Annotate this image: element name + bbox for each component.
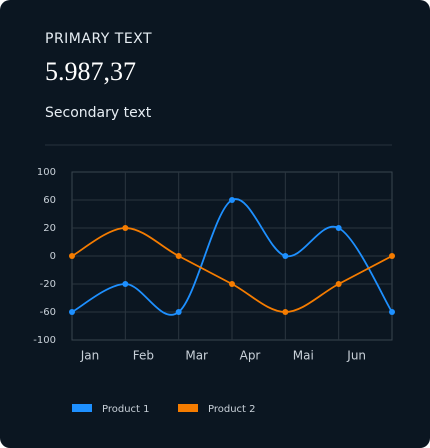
data-point <box>175 309 182 315</box>
data-point <box>335 225 342 231</box>
x-tick-label: Jan <box>80 349 100 363</box>
data-point <box>282 253 289 259</box>
y-tick-label: -20 <box>40 279 56 290</box>
data-point <box>229 197 235 203</box>
legend-label: Product 2 <box>208 404 256 415</box>
data-point <box>69 309 75 315</box>
primary-label: PRIMARY TEXT <box>45 31 152 47</box>
x-tick-label: Mai <box>293 349 314 363</box>
data-point <box>282 309 289 315</box>
y-tick-label: 60 <box>43 195 56 206</box>
secondary-text: Secondary text <box>45 105 152 121</box>
data-point <box>122 225 129 231</box>
legend-swatch <box>178 404 198 412</box>
legend-label: Product 1 <box>102 404 150 415</box>
data-point <box>389 309 395 315</box>
data-point <box>122 281 129 287</box>
data-point <box>335 281 342 287</box>
x-tick-label: Feb <box>133 349 154 363</box>
data-point <box>69 253 75 259</box>
data-point <box>175 253 182 259</box>
y-tick-label: 0 <box>50 251 56 262</box>
y-tick-label: -60 <box>40 307 56 318</box>
x-tick-label: Mar <box>185 349 208 363</box>
x-tick-label: Apr <box>240 349 261 363</box>
primary-value: 5.987,37 <box>45 57 136 86</box>
legend-swatch <box>72 404 92 412</box>
data-point <box>389 253 395 259</box>
x-tick-label: Jun <box>346 349 366 363</box>
y-tick-label: 100 <box>37 167 56 178</box>
y-tick-label: -100 <box>33 335 56 346</box>
data-point <box>229 281 235 287</box>
y-tick-label: 20 <box>43 223 56 234</box>
